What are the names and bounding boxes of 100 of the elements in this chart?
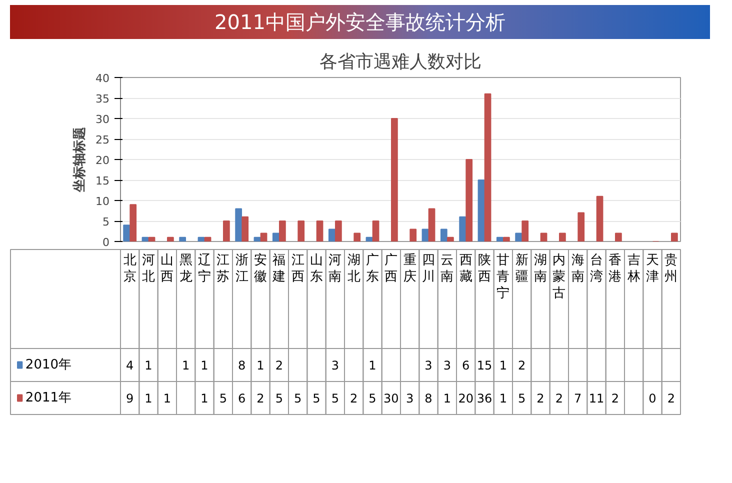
bar (123, 224, 130, 242)
legend-label: 2010年 (25, 358, 72, 372)
bar (522, 220, 529, 242)
bar (222, 220, 230, 242)
bar (278, 220, 286, 242)
data-label: 3 (406, 392, 414, 406)
bar (179, 236, 186, 242)
data-label: 15 (476, 358, 492, 372)
x-tick-label: 重庆 (403, 252, 416, 284)
data-label: 5 (312, 392, 320, 406)
bar (428, 208, 436, 242)
data-label: 2 (667, 392, 675, 406)
legend-label: 2011年 (25, 390, 72, 406)
chart-title: 2011中国户外安全事故统计分析 (214, 9, 506, 36)
x-tick-label: 广西 (384, 252, 398, 284)
data-label: 2 (555, 392, 563, 406)
y-tick-label: 40 (96, 72, 110, 85)
data-label: 8 (238, 358, 246, 372)
data-label: 5 (294, 392, 302, 406)
data-label: 3 (424, 358, 432, 372)
bar (496, 236, 504, 242)
data-label: 2 (611, 392, 619, 406)
data-label: 5 (518, 392, 526, 406)
data-label: 2 (518, 358, 526, 372)
bar (596, 196, 604, 242)
x-tick-label: 云南 (440, 252, 454, 284)
x-tick-label: 海南 (571, 252, 584, 284)
data-label: 5 (331, 392, 339, 406)
y-tick-label: 5 (102, 216, 110, 228)
bar (354, 232, 361, 242)
data-label: 2 (536, 392, 544, 406)
data-label: 36 (476, 392, 492, 406)
data-label: 2 (275, 358, 283, 372)
x-tick-label: 江苏 (216, 252, 230, 284)
data-label: 1 (163, 392, 171, 406)
x-tick-label: 新疆 (515, 252, 528, 284)
bar (372, 220, 380, 242)
data-label: 1 (200, 392, 208, 406)
bar (242, 216, 249, 242)
bar (578, 212, 585, 242)
bar (272, 232, 280, 242)
data-label: 5 (219, 392, 227, 406)
data-label: 1 (200, 358, 208, 372)
x-tick-label: 甘青宁 (496, 252, 510, 301)
data-label: 1 (182, 358, 190, 372)
x-tick-label: 江西 (291, 252, 304, 284)
x-tick-label: 贵州 (664, 252, 678, 284)
bar (204, 236, 212, 242)
bar (515, 232, 522, 242)
data-label: 4 (126, 358, 134, 372)
bar (558, 232, 566, 242)
bar (446, 236, 454, 242)
x-tick-label: 河南 (328, 252, 342, 284)
x-tick-label: 内蒙古 (552, 252, 566, 301)
bar (390, 118, 398, 242)
x-tick-label: 福建 (272, 252, 286, 284)
bar (614, 232, 622, 242)
y-tick-label: 10 (96, 195, 110, 208)
data-label: 1 (443, 392, 451, 406)
data-label: 7 (574, 392, 582, 406)
x-tick-label: 黑龙 (179, 252, 192, 284)
bar (366, 236, 373, 242)
data-label: 3 (331, 358, 339, 372)
data-label: 1 (144, 358, 152, 372)
bar (478, 180, 485, 242)
data-label: 5 (368, 392, 376, 406)
data-label: 8 (424, 392, 432, 406)
bar (410, 228, 417, 242)
data-label: 1 (368, 358, 376, 372)
data-label: 2 (256, 392, 264, 406)
bar (142, 236, 149, 242)
x-tick-label: 浙江 (235, 252, 248, 284)
data-label: 1 (499, 358, 507, 372)
bar (235, 208, 242, 242)
bar (328, 228, 336, 242)
x-tick-label: 广东 (366, 252, 379, 284)
data-label: 6 (462, 358, 470, 372)
x-tick-label: 陕西 (478, 252, 491, 284)
x-tick-label: 辽宁 (198, 252, 211, 284)
chart-subtitle: 各省市遇难人数对比 (320, 52, 482, 72)
y-tick-label: 15 (96, 174, 110, 188)
data-label: 11 (588, 392, 604, 406)
y-tick-label: 20 (96, 154, 110, 167)
bar (440, 228, 448, 242)
y-tick-label: 30 (96, 113, 110, 126)
x-tick-label: 天津 (646, 252, 659, 284)
bar (148, 236, 156, 242)
bar (316, 220, 324, 242)
x-tick-label: 河北 (142, 252, 155, 284)
data-label: 30 (384, 392, 399, 406)
bar (502, 236, 510, 242)
bar (198, 236, 205, 242)
data-label: 3 (443, 358, 451, 372)
bar (484, 93, 492, 242)
bar (254, 236, 261, 242)
y-tick-label: 35 (96, 92, 110, 106)
x-tick-label: 台湾 (590, 252, 603, 284)
bar (540, 232, 548, 242)
x-tick-label: 湖南 (534, 252, 547, 284)
data-label: 0 (648, 392, 656, 406)
